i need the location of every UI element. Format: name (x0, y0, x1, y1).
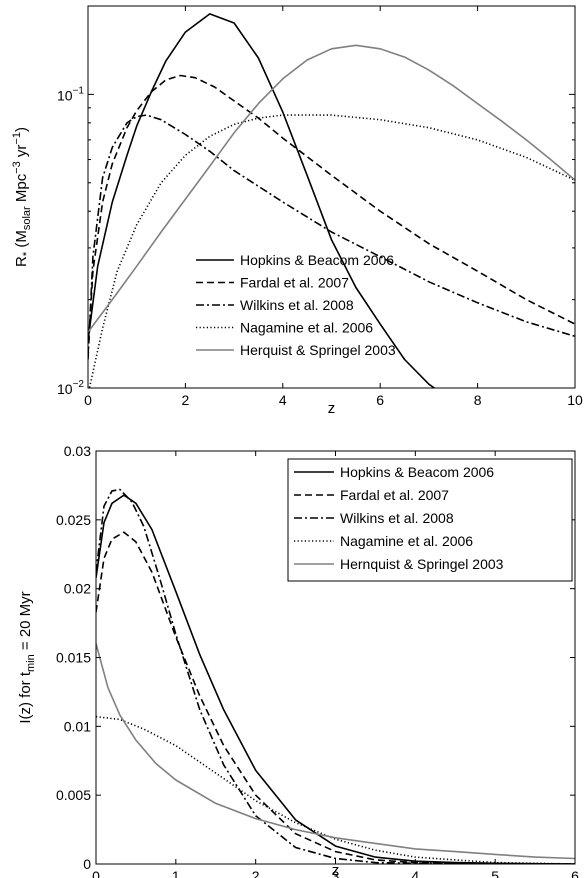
series-line-3 (96, 488, 575, 864)
legend-label: Fardal et al. 2007 (240, 275, 349, 291)
series-line-1 (88, 13, 436, 388)
ylabel-close: ) (13, 127, 30, 132)
y-tick-label: 0.01 (64, 718, 91, 734)
ylabel-yr-exp: −1 (11, 132, 23, 145)
y-axis-label: I(z) for tmin = 20 Myr (17, 591, 37, 723)
y-tick-label: 10−1 (57, 85, 84, 103)
series-line-5 (88, 44, 575, 333)
legend-label: Fardal et al. 2007 (340, 487, 449, 503)
plot-frame (87, 5, 576, 389)
series-line-1 (96, 494, 575, 864)
x-tick-label: 6 (376, 392, 384, 408)
legend: Hopkins & Beacom 2006 Fardal et al. 2007 W… (196, 252, 396, 358)
y-tick-label: 0.03 (64, 443, 91, 459)
series-line-4 (96, 715, 575, 864)
legend-label: Wilkins et al. 2008 (240, 297, 354, 313)
legend: Hopkins & Beacom 2006 Fardal et al. 2007 W… (287, 458, 573, 582)
ylabel-sub: min (25, 654, 37, 672)
legend-label: Nagamine et al. 2006 (340, 533, 473, 549)
series-line-2 (96, 531, 575, 864)
series-group (96, 488, 575, 864)
x-tick-label: 4 (279, 392, 287, 408)
series-line-3 (88, 114, 575, 360)
series-line-4 (88, 114, 575, 388)
ylabel-yr: yr (13, 145, 30, 162)
ylabel-open: (M (13, 230, 30, 252)
x-tick-label: 0 (84, 392, 92, 408)
y-tick-base: 10 (57, 87, 73, 103)
y-tick-exp: −1 (73, 85, 85, 96)
ylabel-post: = 20 Myr (17, 591, 34, 654)
series-group (88, 13, 575, 388)
x-tick-label: 0 (92, 868, 100, 878)
y-tick-base: 10 (57, 381, 73, 397)
y-axis-label: R* (Msolar Mpc−3 yr−1) (11, 127, 33, 267)
y-tick-label: 0.025 (56, 512, 91, 528)
y-tick-label: 0 (83, 856, 91, 872)
ylabel-mpc: Mpc (13, 173, 30, 206)
x-tick-label: 10 (567, 392, 583, 408)
x-tick-label: 2 (252, 868, 260, 878)
x-tick-label: 4 (411, 868, 419, 878)
y-tick-label: 0.015 (56, 650, 91, 666)
legend-box (287, 458, 573, 582)
x-axis-label: z (332, 862, 340, 878)
ylabel-mpc-exp: −3 (11, 161, 23, 174)
y-tick-label: 0.02 (64, 581, 91, 597)
x-tick-label: 5 (491, 868, 499, 878)
legend-label: Hernquist & Springel 2003 (340, 556, 504, 572)
y-tick-label: 10−2 (57, 379, 84, 397)
y-tick-exp: −2 (73, 379, 85, 390)
legend-label: Hopkins & Beacom 2006 (340, 464, 494, 480)
ylabel-star: * (21, 251, 33, 256)
legend-label: Nagamine et al. 2006 (240, 320, 373, 336)
chart-2: 0 1 2 3 4 5 6 0 0.005 0.01 0.015 0.02 0.025 0.03 z I(z)… (17, 443, 579, 878)
x-tick-label: 6 (571, 868, 579, 878)
series-line-5 (96, 643, 575, 860)
x-tick-label: 2 (182, 392, 190, 408)
legend-label: Hopkins & Beacom 2006 (240, 252, 394, 268)
x-tick-label: 8 (474, 392, 482, 408)
ylabel-solar: solar (21, 206, 33, 230)
x-axis-label: z (328, 400, 336, 417)
legend-label: Herquist & Springel 2003 (240, 342, 396, 358)
ylabel-r: R (13, 256, 30, 267)
x-tick-label: 1 (172, 868, 180, 878)
legend-label: Wilkins et al. 2008 (340, 510, 454, 526)
y-tick-label: 0.005 (56, 787, 91, 803)
x-tick-label: 3 (332, 868, 340, 878)
series-line-2 (88, 74, 575, 355)
ylabel-pre: I(z) for t (17, 671, 34, 723)
